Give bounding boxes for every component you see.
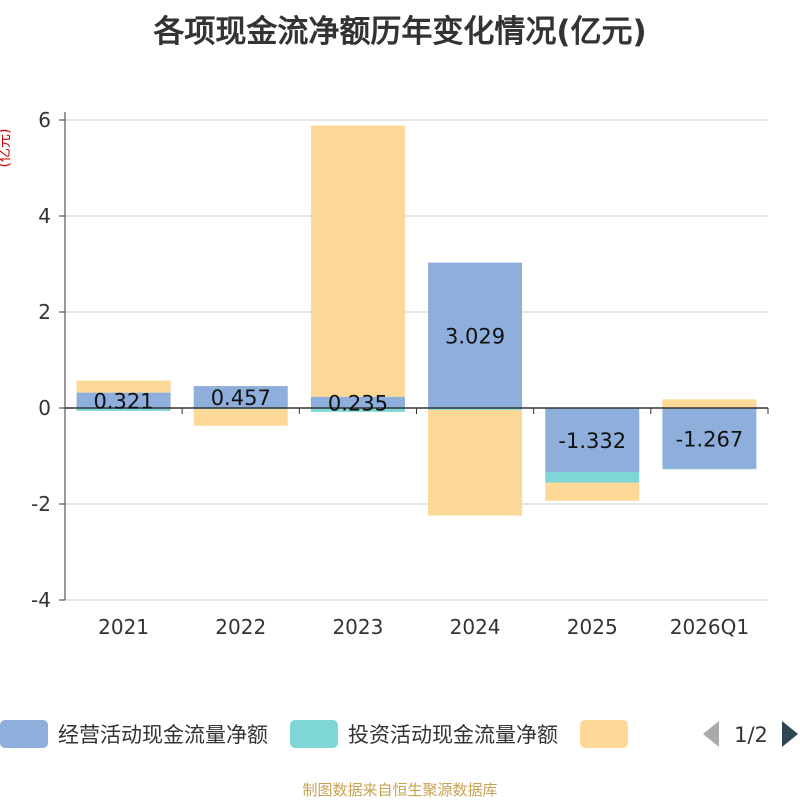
bar-investing: [662, 468, 757, 470]
y-tick-label: 6: [38, 108, 51, 132]
data-label: 0.235: [328, 391, 388, 415]
chart-title: 各项现金流净额历年变化情况(亿元): [153, 14, 647, 50]
x-tick-label: 2023: [332, 615, 383, 639]
bar-series: [76, 125, 757, 516]
data-label: 0.457: [211, 386, 271, 410]
legend-next-page-arrow-icon[interactable]: [782, 721, 798, 747]
bar-financing: [428, 409, 523, 516]
legend-label-operating[interactable]: 经营活动现金流量净额: [58, 723, 268, 747]
y-tick-label: 2: [38, 300, 51, 324]
bar-financing: [76, 380, 171, 393]
bar-financing: [545, 482, 640, 501]
bar-investing: [428, 408, 523, 410]
x-tick-label: 2026Q1: [670, 615, 749, 639]
bar-operating: [662, 408, 757, 469]
bar-operating: [193, 386, 288, 408]
bar-operating: [310, 396, 405, 408]
x-tick-label: 2025: [567, 615, 618, 639]
bar-operating: [545, 408, 640, 472]
x-tick-label: 2022: [215, 615, 266, 639]
y-tick-label: -4: [31, 588, 51, 612]
axes: -4 -2 0 2 4 6 2021 2022 2023 2024 2025 2026Q1: [31, 108, 769, 639]
data-label: -1.267: [676, 427, 744, 451]
bar-investing: [545, 471, 640, 483]
bar-financing: [193, 408, 288, 426]
y-tick-label: -2: [31, 492, 51, 516]
y-tick-label: 0: [38, 396, 51, 420]
bar-operating: [428, 262, 523, 408]
x-tick-label: 2024: [450, 615, 501, 639]
legend-swatch-operating[interactable]: [0, 720, 48, 748]
bar-operating: [76, 392, 171, 408]
data-label: 3.029: [445, 324, 505, 348]
bar-investing: [310, 408, 405, 412]
data-source-note: 制图数据来自恒生聚源数据库: [302, 781, 498, 799]
x-tick-label: 2021: [98, 615, 149, 639]
grid-lines: [65, 119, 768, 601]
y-tick-label: 4: [38, 204, 51, 228]
bar-financing: [662, 399, 757, 408]
legend[interactable]: 经营活动现金流量净额 投资活动现金流量净额 1/2: [0, 720, 798, 748]
bar-investing: [76, 408, 171, 411]
legend-swatch-financing[interactable]: [580, 720, 628, 748]
data-label: 0.321: [94, 389, 154, 413]
legend-prev-page-arrow-icon[interactable]: [703, 721, 719, 747]
legend-label-investing[interactable]: 投资活动现金流量净额: [348, 723, 558, 747]
legend-swatch-investing[interactable]: [290, 720, 338, 748]
legend-page-indicator: 1/2: [734, 723, 768, 747]
y-axis-unit-label: (亿元): [0, 129, 13, 168]
value-labels: 0.321 0.457 0.235 3.029 -1.332 -1.267: [94, 324, 744, 453]
bar-financing: [310, 125, 405, 397]
data-label: -1.332: [558, 429, 626, 453]
